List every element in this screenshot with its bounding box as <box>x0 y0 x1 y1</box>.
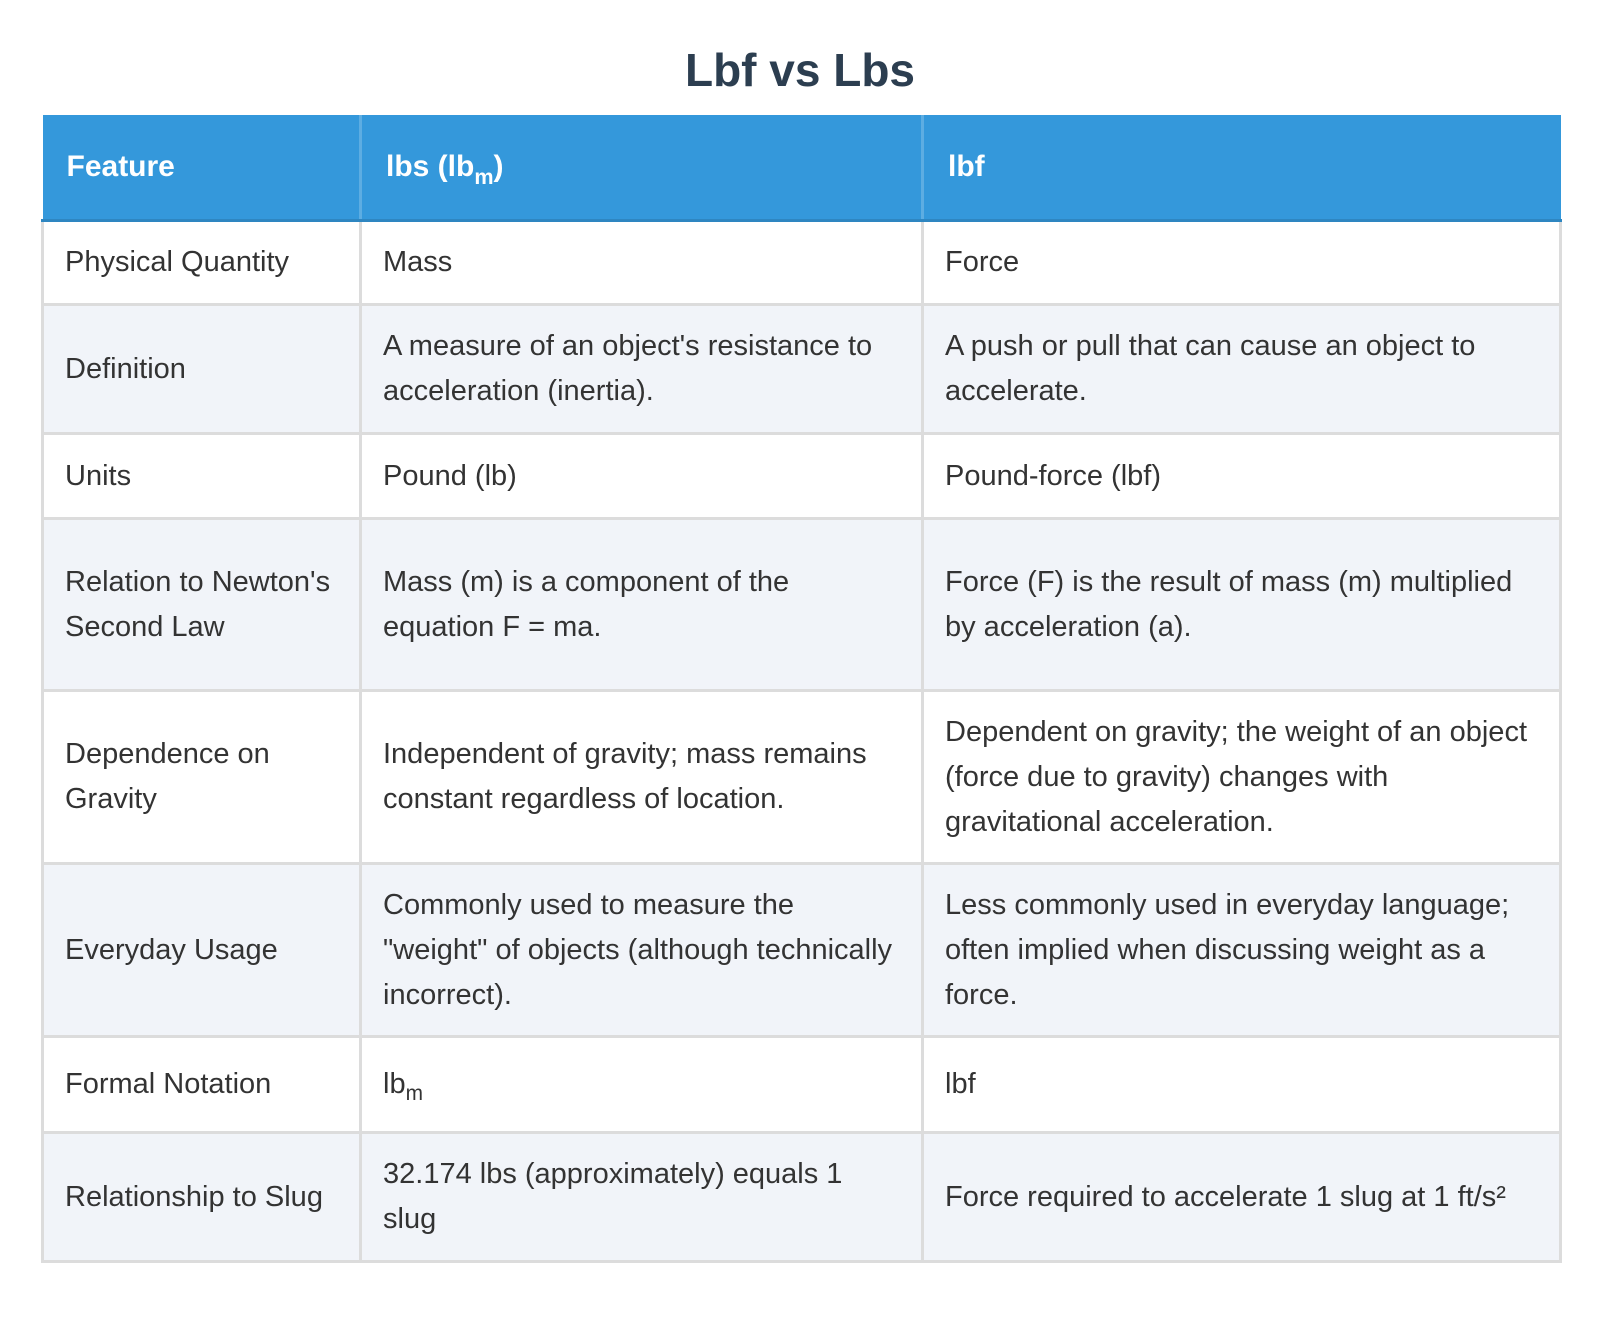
cell-lbf: Force <box>921 219 1562 306</box>
cell-lbf: A push or pull that can cause an object … <box>921 303 1562 435</box>
cell-lbf: Dependent on gravity; the weight of an o… <box>921 689 1562 865</box>
table-row: Relationship to Slug 32.174 lbs (approxi… <box>41 1131 1562 1263</box>
notation-lbs-subscript: m <box>405 1082 423 1106</box>
notation-lbs-base: lb <box>383 1068 406 1100</box>
table-row: Relation to Newton's Second Law Mass (m)… <box>41 517 1562 692</box>
page-title: Lbf vs Lbs <box>684 44 916 96</box>
cell-lbf: Force required to accelerate 1 slug at 1… <box>921 1131 1562 1263</box>
cell-feature: Relationship to Slug <box>41 1131 362 1263</box>
table-row: Units Pound (lb) Pound-force (lbf) <box>41 432 1562 520</box>
cell-lbs: Commonly used to measure the "weight" of… <box>359 862 924 1038</box>
cell-lbf: Less commonly used in everyday language;… <box>921 862 1562 1038</box>
cell-lbs: Independent of gravity; mass remains con… <box>359 689 924 865</box>
table-row: Definition A measure of an object's resi… <box>41 303 1562 435</box>
header-lbs: lbs (lbm) <box>359 115 924 222</box>
table-row: Physical Quantity Mass Force <box>41 219 1562 306</box>
cell-feature: Dependence on Gravity <box>41 689 362 865</box>
cell-lbs: Mass <box>359 219 924 306</box>
cell-lbs: lbm <box>359 1035 924 1134</box>
cell-feature: Definition <box>41 303 362 435</box>
cell-lbs: 32.174 lbs (approximately) equals 1 slug <box>359 1131 924 1263</box>
cell-lbf: Pound-force (lbf) <box>921 432 1562 520</box>
cell-lbf: Force (F) is the result of mass (m) mult… <box>921 517 1562 692</box>
cell-lbs: Mass (m) is a component of the equation … <box>359 517 924 692</box>
header-lbs-subscript: m <box>474 163 494 189</box>
cell-feature: Everyday Usage <box>41 862 362 1038</box>
table-header: Feature lbs (lbm) lbf <box>42 115 1561 222</box>
table-row: Everyday Usage Commonly used to measure … <box>41 862 1562 1038</box>
header-lbf: lbf <box>921 115 1561 222</box>
comparison-table: Feature lbs (lbm) lbf Physical Quantity … <box>41 115 1562 1263</box>
cell-lbf: lbf <box>921 1035 1562 1134</box>
table-body: Physical Quantity Mass Force Definition … <box>41 219 1562 1263</box>
header-feature: Feature <box>42 115 362 222</box>
header-lbs-base: lbs (lb <box>386 150 475 183</box>
cell-lbs: A measure of an object's resistance to a… <box>359 303 924 435</box>
cell-lbs: Pound (lb) <box>359 432 924 520</box>
table-row: Formal Notation lbm lbf <box>41 1035 1562 1134</box>
cell-feature: Relation to Newton's Second Law <box>41 517 362 692</box>
header-lbs-close: ) <box>493 150 504 183</box>
table-row: Dependence on Gravity Independent of gra… <box>41 689 1562 865</box>
cell-feature: Units <box>41 432 362 520</box>
cell-feature: Physical Quantity <box>41 219 362 306</box>
cell-feature: Formal Notation <box>41 1035 362 1134</box>
header-row: Feature lbs (lbm) lbf <box>42 115 1561 222</box>
